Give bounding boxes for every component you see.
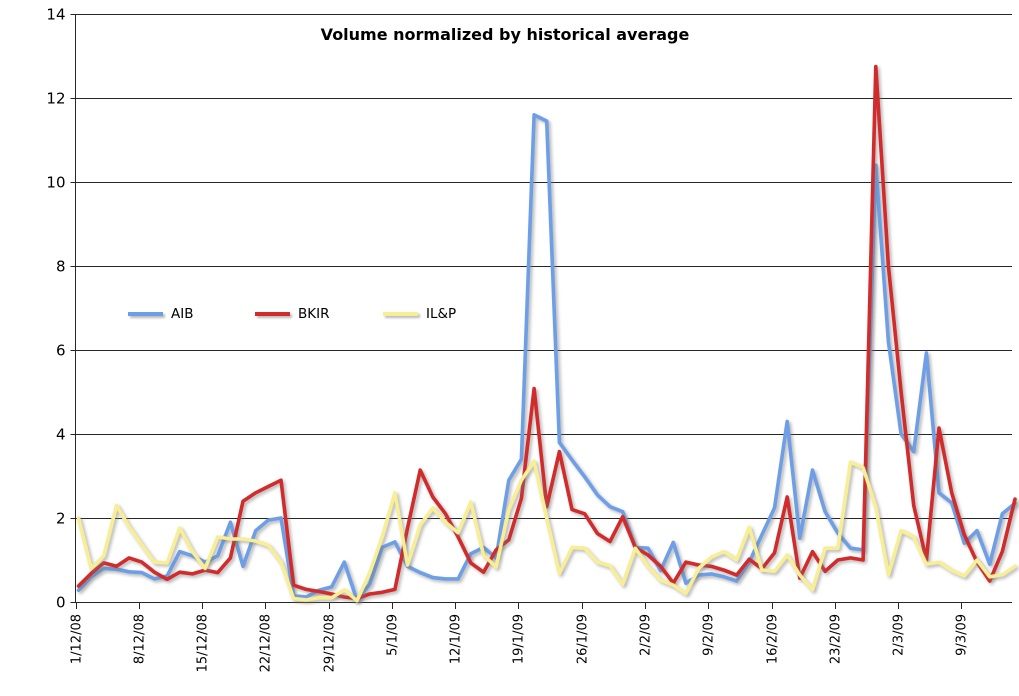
legend-item-aib: AIB: [128, 305, 193, 323]
legend-swatch-aib: [128, 312, 163, 316]
legend-swatch-bkir: [255, 312, 290, 316]
x-tick-label: 29/12/08: [323, 614, 338, 672]
y-tick-label: 14: [46, 6, 65, 24]
y-tick-label: 8: [56, 258, 66, 276]
legend-label-aib: AIB: [171, 306, 194, 322]
x-tick-label: 16/2/09: [766, 614, 781, 664]
series-line-aib: [76, 113, 1017, 602]
x-tick-label: 12/1/09: [449, 614, 464, 664]
x-tick-label: 26/1/09: [576, 614, 591, 664]
x-tick-label: 2/2/09: [639, 614, 654, 656]
y-tick-label: 12: [46, 90, 65, 108]
y-tick-label: 2: [56, 510, 66, 528]
legend-item-bkir: BKIR: [255, 305, 329, 323]
series-line-il-p: [76, 459, 1017, 603]
x-tick-label: 2/3/09: [892, 614, 907, 656]
x-tick-label: 1/12/08: [70, 614, 85, 664]
x-tick-label: 9/2/09: [702, 614, 717, 656]
legend-swatch-ilp: [383, 312, 418, 316]
y-tick-label: 10: [46, 174, 65, 192]
x-tick-label: 9/3/09: [955, 614, 970, 656]
x-tick-label: 19/1/09: [512, 614, 527, 664]
y-tick-label: 4: [56, 426, 66, 444]
x-tick-label: 23/2/09: [829, 614, 844, 664]
legend-label-bkir: BKIR: [298, 306, 330, 322]
y-tick-label: 0: [56, 594, 66, 612]
chart-title: Volume normalized by historical average: [320, 25, 690, 44]
x-tick-label: 22/12/08: [259, 614, 274, 672]
legend-item-ilp: IL&P: [383, 305, 456, 323]
y-tick-label: 6: [56, 342, 66, 360]
legend-label-ilp: IL&P: [426, 306, 457, 322]
x-tick-label: 8/12/08: [133, 614, 148, 664]
x-tick-label: 5/1/09: [386, 614, 401, 656]
x-tick-label: 15/12/08: [196, 614, 211, 672]
